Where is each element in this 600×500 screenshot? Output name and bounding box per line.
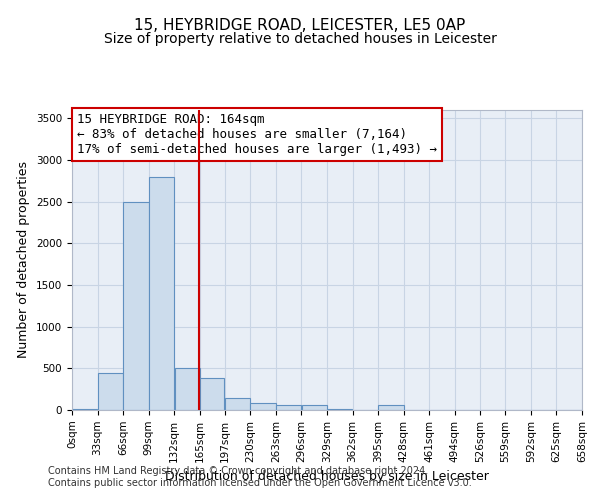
Bar [302, 405, 327, 410]
Bar [175, 368, 200, 410]
Bar [327, 409, 352, 410]
Y-axis label: Number of detached properties: Number of detached properties [17, 162, 31, 358]
Bar [149, 176, 174, 410]
Text: Contains public sector information licensed under the Open Government Licence v3: Contains public sector information licen… [48, 478, 472, 488]
Bar [276, 405, 301, 410]
Text: Contains HM Land Registry data © Crown copyright and database right 2024.: Contains HM Land Registry data © Crown c… [48, 466, 428, 476]
Bar [250, 402, 275, 410]
Text: 15, HEYBRIDGE ROAD, LEICESTER, LE5 0AP: 15, HEYBRIDGE ROAD, LEICESTER, LE5 0AP [134, 18, 466, 32]
Text: 15 HEYBRIDGE ROAD: 164sqm
← 83% of detached houses are smaller (7,164)
17% of se: 15 HEYBRIDGE ROAD: 164sqm ← 83% of detac… [77, 113, 437, 156]
Bar [225, 398, 250, 410]
Text: Size of property relative to detached houses in Leicester: Size of property relative to detached ho… [104, 32, 496, 46]
Bar [379, 406, 404, 410]
X-axis label: Distribution of detached houses by size in Leicester: Distribution of detached houses by size … [165, 470, 489, 483]
Bar [72, 409, 97, 410]
Bar [124, 202, 149, 410]
Bar [98, 372, 123, 410]
Bar [200, 378, 224, 410]
